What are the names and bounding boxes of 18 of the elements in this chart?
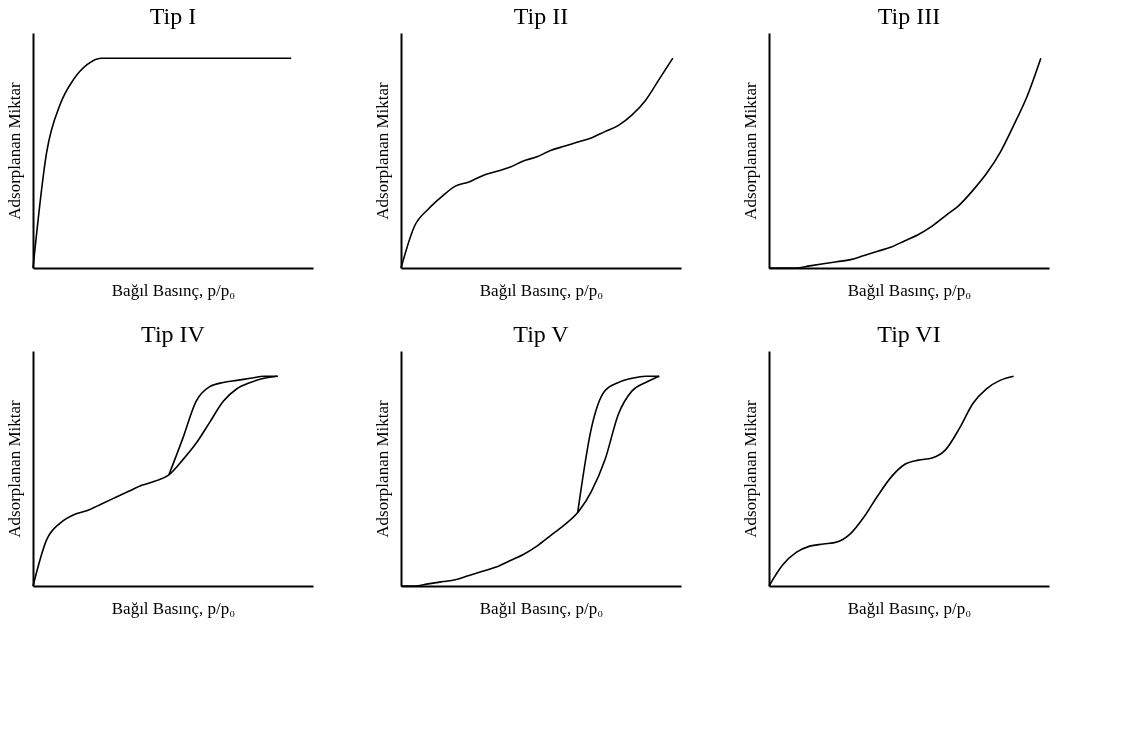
chart-title: Tip V [513, 321, 570, 347]
chart-title: Tip I [149, 3, 197, 29]
chart-title: Tip IV [141, 321, 206, 347]
x-axis-title: Bağıl Basınç, p/p₀ [479, 598, 604, 618]
chart-title: Tip II [513, 3, 569, 29]
x-axis-title: Bağıl Basınç, p/p₀ [847, 280, 972, 300]
chart-title: Tip III [877, 3, 941, 29]
x-axis-title: Bağıl Basınç, p/p₀ [111, 280, 236, 300]
y-axis-title: Adsorplanan Miktar [4, 399, 24, 538]
y-axis-title: Adsorplanan Miktar [740, 399, 760, 538]
y-axis-title: Adsorplanan Miktar [4, 81, 24, 220]
y-axis-title: Adsorplanan Miktar [740, 81, 760, 220]
y-axis-title: Adsorplanan Miktar [372, 399, 392, 538]
x-axis-title: Bağıl Basınç, p/p₀ [479, 280, 604, 300]
y-axis-title: Adsorplanan Miktar [372, 81, 392, 220]
x-axis-title: Bağıl Basınç, p/p₀ [847, 598, 972, 618]
x-axis-title: Bağıl Basınç, p/p₀ [111, 598, 236, 618]
chart-title: Tip VI [877, 321, 941, 347]
